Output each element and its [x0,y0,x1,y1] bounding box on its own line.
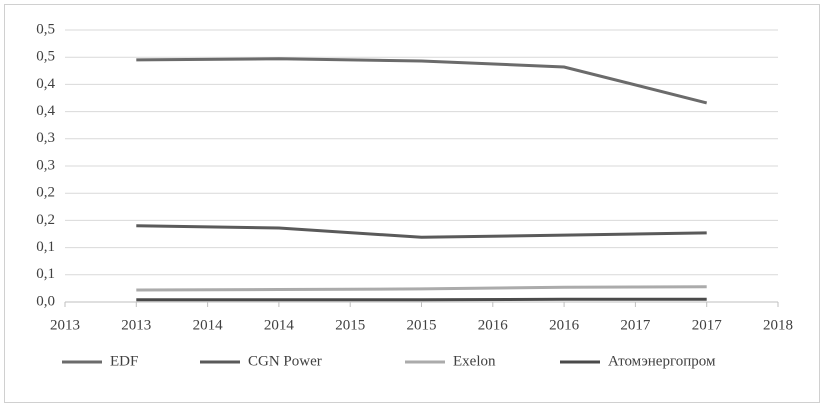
x-tick-label: 2016 [478,317,509,333]
x-tick-label: 2017 [692,317,723,333]
x-tick-label: 2013 [121,317,151,333]
x-tick-label: 2014 [193,317,224,333]
series-line [136,285,707,292]
series-line [136,57,708,105]
x-tick-label: 2015 [407,317,437,333]
y-tick-label: 0,3 [36,157,55,173]
x-tick-label: 2015 [335,317,365,333]
y-tick-label: 0,1 [36,266,55,282]
legend-label: Exelon [453,353,496,369]
series-line [136,224,707,239]
legend-label: EDF [110,353,138,369]
x-tick-label: 2017 [620,317,651,333]
y-tick-label: 0,3 [36,130,55,146]
x-tick-label: 2018 [763,317,793,333]
legend-label: CGN Power [248,353,322,369]
x-tick-label: 2016 [549,317,580,333]
y-tick-label: 0,2 [36,212,55,228]
y-tick-label: 0,5 [36,49,55,65]
y-tick-label: 0,5 [36,21,55,37]
x-tick-label: 2014 [264,317,295,333]
y-tick-label: 0,4 [36,103,55,119]
y-tick-label: 0,2 [36,185,55,201]
y-tick-label: 0,4 [36,76,55,92]
y-tick-label: 0,1 [36,239,55,255]
x-tick-label: 2013 [50,317,80,333]
y-tick-label: 0,0 [36,293,55,309]
chart-border [4,4,820,403]
legend-label: Атомэнергопром [608,353,716,369]
series-line [136,297,707,302]
